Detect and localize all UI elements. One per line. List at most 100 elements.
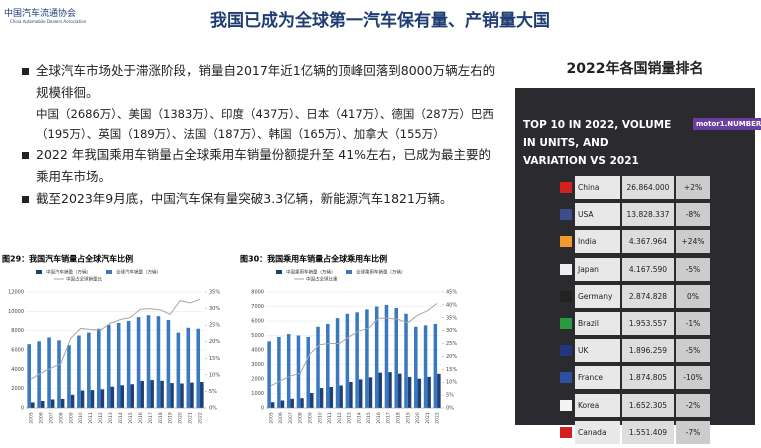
x-tick-label: 2010 [78,412,84,424]
x-tick-label: 2017 [148,412,154,424]
bar [326,323,330,408]
x-tick-label: 2013 [108,412,114,424]
volume: 1.874.805 [622,366,674,390]
bar [106,324,111,408]
y-tick-label: 3000 [251,362,264,368]
slide-title: 我国已成为全球第一汽车保有量、产销量大国 [210,11,550,31]
bar [196,328,201,408]
x-tick-label: 2014 [118,412,124,424]
bar [437,373,441,408]
bar [156,316,161,408]
ranking-row: Germany 2.874.828 0% [560,284,710,308]
brand: motor1.NUMBERS [693,118,761,130]
bar [140,380,144,408]
bar [316,326,320,408]
y-tick-label: 12000 [8,290,24,296]
volume: 1.896.259 [622,339,674,363]
bullets: 全球汽车市场处于滞涨阶段，销量自2017年近1亿辆的顶峰回落到8000万辆左右的… [22,60,500,210]
x-tick-label: 2008 [58,412,64,424]
bar [433,323,438,408]
bullet: 截至2023年9月底，中国汽车保有量突破3.3亿辆，新能源汽车1821万辆。 [22,188,500,210]
bar [186,327,191,408]
chart-title: 图30：我国乘用车销量占全球乘用车比例 [240,254,387,264]
y2-tick-label: 5% [446,393,454,399]
volume: 4.367.964 [622,230,674,254]
bar [200,382,204,408]
y2-tick-label: 25% [446,341,457,347]
flag [560,345,572,357]
bar [97,328,101,408]
x-tick-label: 2008 [298,412,304,424]
y2-tick-label: 20% [209,339,220,345]
x-tick-label: 2007 [48,412,54,424]
x-tick-label: 2009 [308,412,314,424]
x-tick-label: 2006 [278,412,284,424]
bar [349,382,353,408]
bar [277,336,281,408]
legend-label: 全球汽车销量（万辆） [116,269,161,276]
y-tick-label: 4000 [251,348,264,354]
bar [166,320,171,408]
y-tick-label: 2000 [11,386,24,392]
bar [345,313,350,408]
country: China [575,176,620,199]
bar [60,398,65,408]
bar [160,380,164,408]
bar [384,305,389,408]
bullet-detail: 中国（2686万）、美国（1383万）、印度（437万）、日本（417万）、德国… [36,107,494,141]
x-tick-label: 2007 [288,412,294,424]
y2-tick-label: 40% [446,302,457,308]
x-tick-label: 2005 [268,412,274,424]
legend-label: 中国占全球销量比 [66,276,102,283]
x-tick-label: 2012 [98,412,104,424]
x-tick-label: 2012 [337,412,343,424]
bar [329,387,334,408]
bar [150,380,154,408]
change: +24% [676,230,710,254]
bar [70,394,75,408]
bar [407,376,412,408]
bar [270,402,275,408]
legend-label: 全球乘用车销量（万辆） [356,269,406,276]
country: USA [575,203,620,227]
y2-tick-label: 30% [209,306,220,312]
bar [417,378,422,408]
x-tick-label: 2016 [138,412,144,424]
ranking-heading: 2022年各国销量排名 [566,61,704,77]
y-tick-label: 0 [21,406,24,412]
y2-tick-label: 25% [209,323,220,329]
bar [110,386,115,408]
bar [319,388,324,408]
x-tick-label: 2016 [376,412,382,424]
country: Brazil [575,311,620,335]
bar [365,309,369,408]
bar [280,400,285,408]
y2-tick-label: 15% [209,356,220,362]
bar [136,317,141,408]
y2-tick-label: 35% [446,315,457,321]
ranking-row: USA 13.828.337 -8% [560,203,710,227]
x-tick-label: 2009 [68,412,74,424]
change: -5% [676,339,710,363]
line [270,302,438,387]
y-tick-label: 6000 [11,348,24,354]
flag [560,372,572,384]
y-tick-label: 0 [261,406,264,412]
bar [427,376,431,408]
ranking-panel: TOP 10 IN 2022, VOLUME IN UNITS, AND VAR… [515,88,761,444]
y2-tick-label: 0% [446,406,454,412]
change: 0% [676,284,710,308]
y-tick-label: 6000 [251,319,264,325]
bar [423,325,428,408]
bar [394,307,398,408]
country: UK [575,339,620,363]
y-tick-label: 2000 [251,377,264,383]
y2-tick-label: 0% [209,406,217,412]
volume: 26.864.000 [622,176,674,199]
bar [57,340,61,408]
x-tick-label: 2013 [347,412,353,424]
bar [296,335,301,408]
bar [374,306,379,408]
bar [290,398,294,408]
x-tick-label: 2021 [425,412,431,424]
